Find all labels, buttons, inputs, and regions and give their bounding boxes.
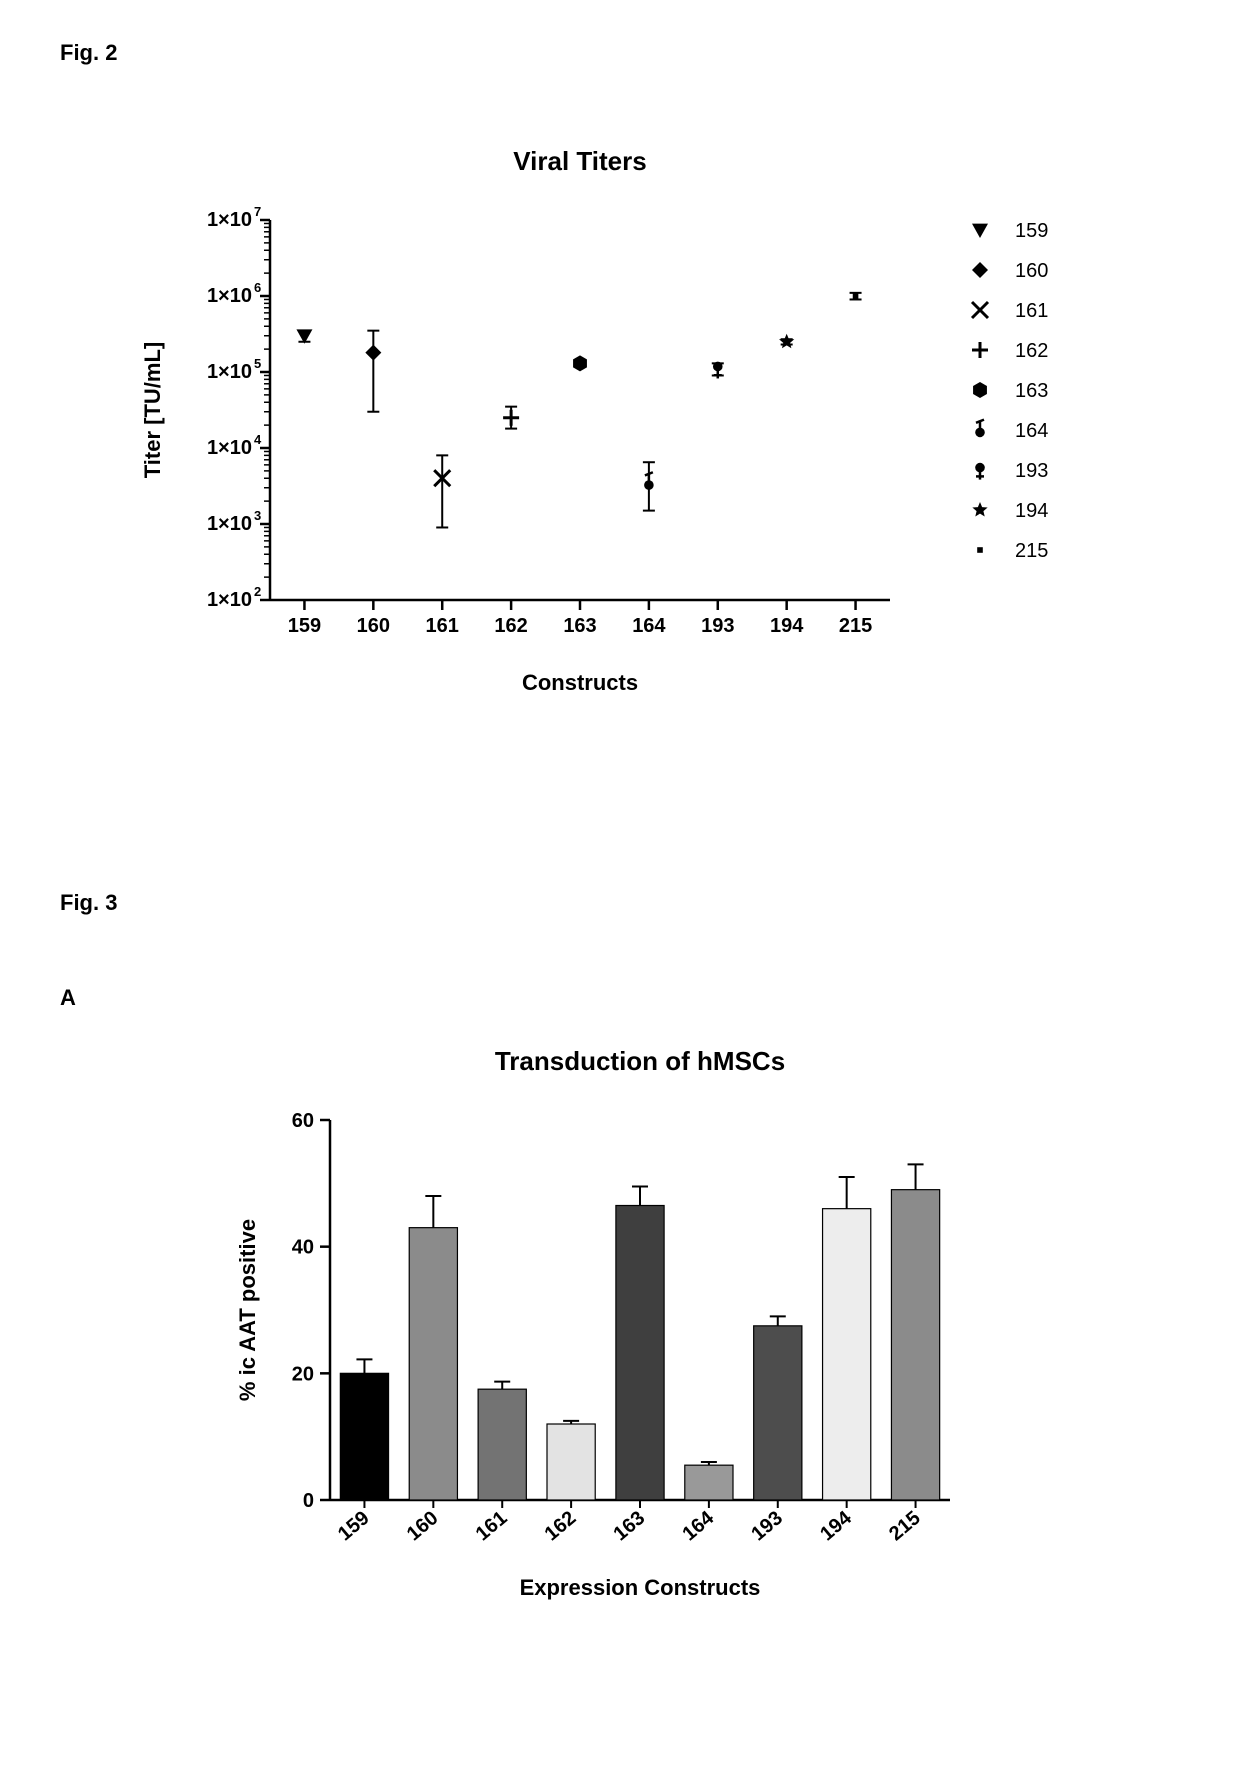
svg-text:161: 161 bbox=[1015, 300, 1048, 322]
svg-text:Expression Constructs: Expression Constructs bbox=[520, 1575, 761, 1600]
svg-text:193: 193 bbox=[747, 1507, 787, 1545]
svg-text:194: 194 bbox=[1015, 500, 1048, 522]
svg-text:193: 193 bbox=[701, 615, 734, 637]
svg-text:1×10: 1×10 bbox=[207, 513, 252, 535]
svg-text:215: 215 bbox=[885, 1507, 925, 1545]
fig3-label: Fig. 3 bbox=[60, 890, 117, 916]
svg-text:5: 5 bbox=[254, 356, 261, 371]
svg-text:1×10: 1×10 bbox=[207, 209, 252, 231]
fig2-label: Fig. 2 bbox=[60, 40, 117, 66]
svg-text:164: 164 bbox=[678, 1506, 718, 1545]
svg-text:162: 162 bbox=[1015, 340, 1048, 362]
page: Fig. 2 Viral Titers1×1021×1031×1041×1051… bbox=[0, 0, 1240, 1785]
svg-text:160: 160 bbox=[1015, 260, 1048, 282]
svg-text:20: 20 bbox=[292, 1363, 314, 1385]
svg-text:160: 160 bbox=[403, 1507, 443, 1545]
svg-text:194: 194 bbox=[770, 615, 804, 637]
svg-text:163: 163 bbox=[1015, 380, 1048, 402]
svg-text:1×10: 1×10 bbox=[207, 437, 252, 459]
svg-text:159: 159 bbox=[288, 615, 321, 637]
panel-a-label: A bbox=[60, 985, 76, 1011]
svg-text:1×10: 1×10 bbox=[207, 589, 252, 611]
svg-text:160: 160 bbox=[357, 615, 390, 637]
svg-text:194: 194 bbox=[816, 1506, 856, 1545]
svg-text:215: 215 bbox=[1015, 540, 1048, 562]
svg-text:60: 60 bbox=[292, 1110, 314, 1132]
svg-text:1×10: 1×10 bbox=[207, 285, 252, 307]
svg-text:159: 159 bbox=[1015, 220, 1048, 242]
svg-text:3: 3 bbox=[254, 508, 261, 523]
svg-text:162: 162 bbox=[494, 615, 527, 637]
svg-text:Transduction of hMSCs: Transduction of hMSCs bbox=[495, 1046, 785, 1076]
svg-text:164: 164 bbox=[1015, 420, 1048, 442]
svg-text:163: 163 bbox=[610, 1507, 650, 1545]
svg-text:0: 0 bbox=[303, 1490, 314, 1512]
svg-text:% ic AAT positive: % ic AAT positive bbox=[235, 1219, 260, 1401]
transduction-chart: Transduction of hMSCs 0 20 40 60 159 160 161 162… bbox=[210, 1030, 1030, 1670]
svg-text:159: 159 bbox=[334, 1507, 374, 1545]
svg-text:215: 215 bbox=[839, 615, 872, 637]
svg-text:Viral Titers: Viral Titers bbox=[513, 146, 646, 176]
svg-text:161: 161 bbox=[472, 1507, 512, 1545]
svg-text:4: 4 bbox=[254, 432, 262, 447]
svg-text:7: 7 bbox=[254, 204, 261, 219]
svg-text:162: 162 bbox=[541, 1507, 581, 1545]
viral-titers-chart: Viral Titers1×1021×1031×1041×1051×1061×1… bbox=[120, 130, 1170, 750]
svg-text:40: 40 bbox=[292, 1237, 314, 1259]
svg-text:1×10: 1×10 bbox=[207, 361, 252, 383]
svg-text:161: 161 bbox=[426, 615, 459, 637]
svg-text:6: 6 bbox=[254, 280, 261, 295]
svg-text:193: 193 bbox=[1015, 460, 1048, 482]
svg-text:164: 164 bbox=[632, 615, 666, 637]
svg-text:163: 163 bbox=[563, 615, 596, 637]
svg-text:Constructs: Constructs bbox=[522, 670, 638, 695]
svg-text:Titer [TU/mL]: Titer [TU/mL] bbox=[140, 342, 165, 478]
svg-text:2: 2 bbox=[254, 584, 261, 599]
